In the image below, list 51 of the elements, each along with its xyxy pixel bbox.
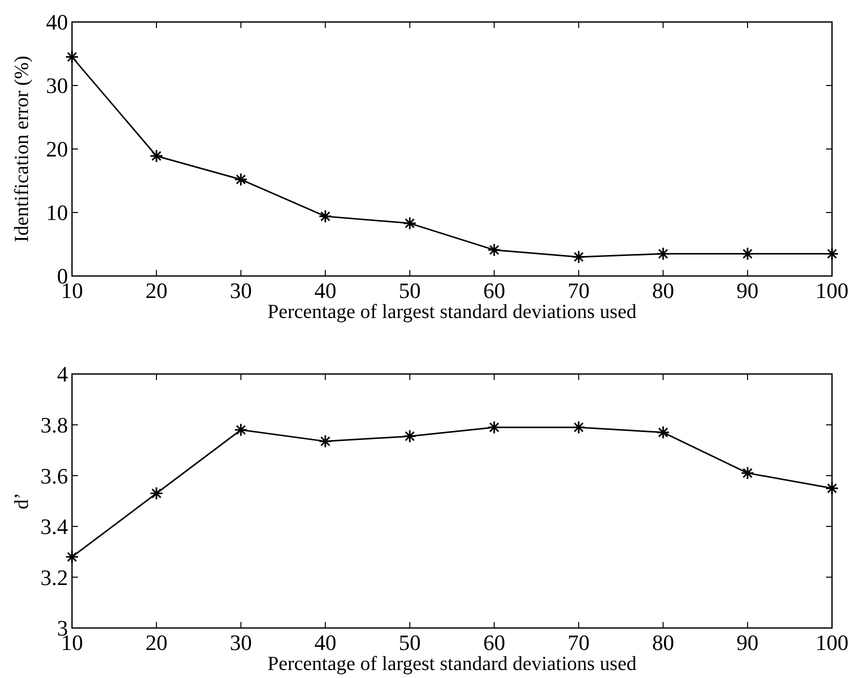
- y-tick-label: 3.2: [40, 564, 68, 590]
- x-tick-label: 60: [483, 630, 506, 655]
- point: [572, 250, 586, 264]
- y-axis-title: Identification error (%): [11, 56, 33, 242]
- x-tick-label: 90: [736, 278, 759, 303]
- point: [65, 50, 79, 64]
- point: [572, 420, 586, 434]
- x-tick-label: 30: [230, 278, 252, 303]
- x-tick-label: 50: [398, 278, 421, 303]
- point: [740, 466, 754, 480]
- point: [825, 246, 839, 261]
- x-tick-label: 40: [314, 630, 336, 655]
- point: [740, 246, 754, 261]
- point: [825, 482, 839, 496]
- point: [234, 172, 248, 186]
- point: [656, 246, 670, 261]
- y-tick-label: 3.4: [40, 514, 68, 540]
- point: [65, 550, 79, 564]
- y-tick-label: 4: [57, 362, 68, 387]
- x-axis-title: Percentage of largest standard deviations used: [268, 653, 636, 675]
- x-tick-label: 50: [398, 630, 421, 655]
- point: [234, 423, 248, 437]
- point: [402, 216, 417, 230]
- y-tick-label: 3.6: [40, 463, 68, 488]
- point: [402, 429, 417, 444]
- x-tick-label: 20: [145, 278, 168, 303]
- point: [150, 149, 164, 163]
- x-tick-label: 70: [568, 278, 590, 303]
- x-tick-label: 60: [483, 278, 506, 303]
- x-tick-label: 80: [652, 630, 674, 655]
- point: [318, 434, 332, 448]
- point: [150, 486, 164, 500]
- point: [487, 243, 502, 257]
- y-tick-label: 20: [46, 136, 68, 162]
- y-axis-title: d’: [11, 492, 33, 510]
- x-tick-label: 90: [736, 630, 759, 655]
- x-tick-label: 40: [314, 278, 336, 303]
- y-tick-label: 3.8: [40, 412, 68, 438]
- x-tick-label: 20: [145, 630, 168, 655]
- point: [487, 420, 502, 434]
- point: [318, 210, 332, 224]
- point: [656, 426, 670, 440]
- x-tick-label: 80: [652, 278, 674, 303]
- x-tick-label: 70: [568, 630, 590, 655]
- x-tick-label: 30: [230, 630, 252, 655]
- x-axis-title: Percentage of largest standard deviations used: [268, 301, 636, 323]
- y-tick-label: 10: [46, 200, 68, 226]
- x-tick-label: 100: [816, 630, 848, 655]
- x-tick-label: 100: [816, 278, 848, 303]
- y-tick-label: 40: [46, 10, 68, 35]
- y-tick-label: 30: [46, 73, 68, 98]
